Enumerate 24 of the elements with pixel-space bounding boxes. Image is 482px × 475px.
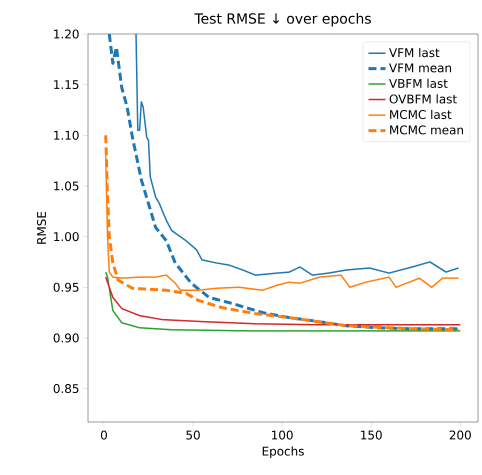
y-tick-label: 1.00: [54, 232, 79, 242]
x-tick-label: 200: [450, 430, 471, 440]
legend-label: VFM last: [389, 48, 440, 58]
y-tick-label: 0.95: [54, 282, 78, 292]
x-tick-label: 50: [186, 430, 200, 440]
legend-label: VBFM last: [389, 78, 448, 88]
y-axis-title: RMSE: [36, 212, 46, 244]
line-series: [104, 276, 462, 326]
x-tick-label: 100: [272, 430, 293, 440]
legend-label: MCMC last: [390, 110, 452, 120]
y-tick-label: 0.85: [54, 384, 78, 394]
y-tick-label: 0.90: [54, 333, 79, 342]
legend-label: VFM mean: [389, 64, 452, 72]
y-tick-label: 1.20: [54, 29, 79, 39]
y-tick-label: 1.05: [54, 181, 78, 190]
x-tick-label: 0: [100, 430, 107, 440]
x-tick-label: 150: [361, 430, 382, 440]
legend-label: MCMC mean: [390, 125, 463, 134]
line-series: [104, 134, 460, 332]
y-tick-label: 1.10: [54, 130, 79, 140]
y-tick-label: 1.15: [54, 80, 78, 90]
chart-title: Test RMSE ↓ over epochs: [194, 13, 371, 26]
legend-label: OVBFM last: [390, 94, 457, 104]
x-axis-title: Epochs: [262, 446, 304, 458]
